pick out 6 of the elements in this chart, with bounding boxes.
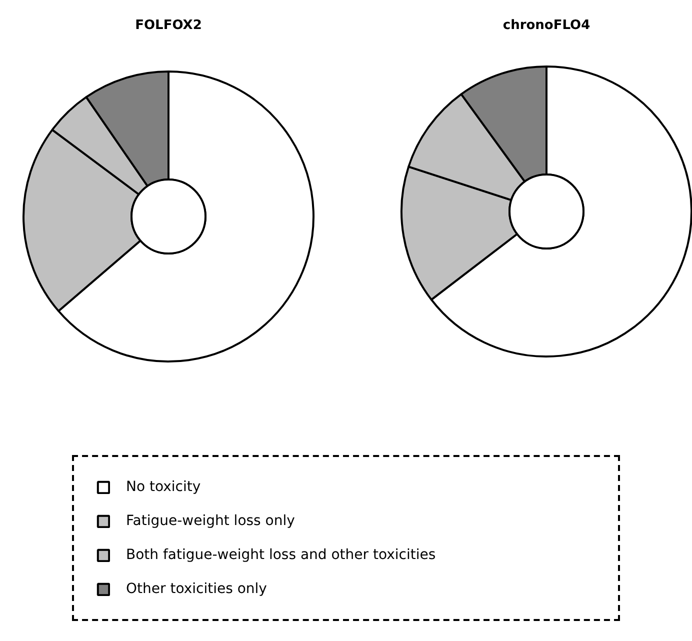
chart-title: chronoFLO4 bbox=[502, 18, 590, 33]
legend-label: Fatigue-weight loss only bbox=[126, 513, 296, 529]
legend-label: No toxicity bbox=[126, 479, 202, 495]
chart-title: FOLFOX2 bbox=[135, 18, 202, 33]
legend-label: Other toxicities only bbox=[126, 581, 268, 597]
legend-label: Both fatigue-weight loss and other toxicities bbox=[126, 547, 437, 563]
